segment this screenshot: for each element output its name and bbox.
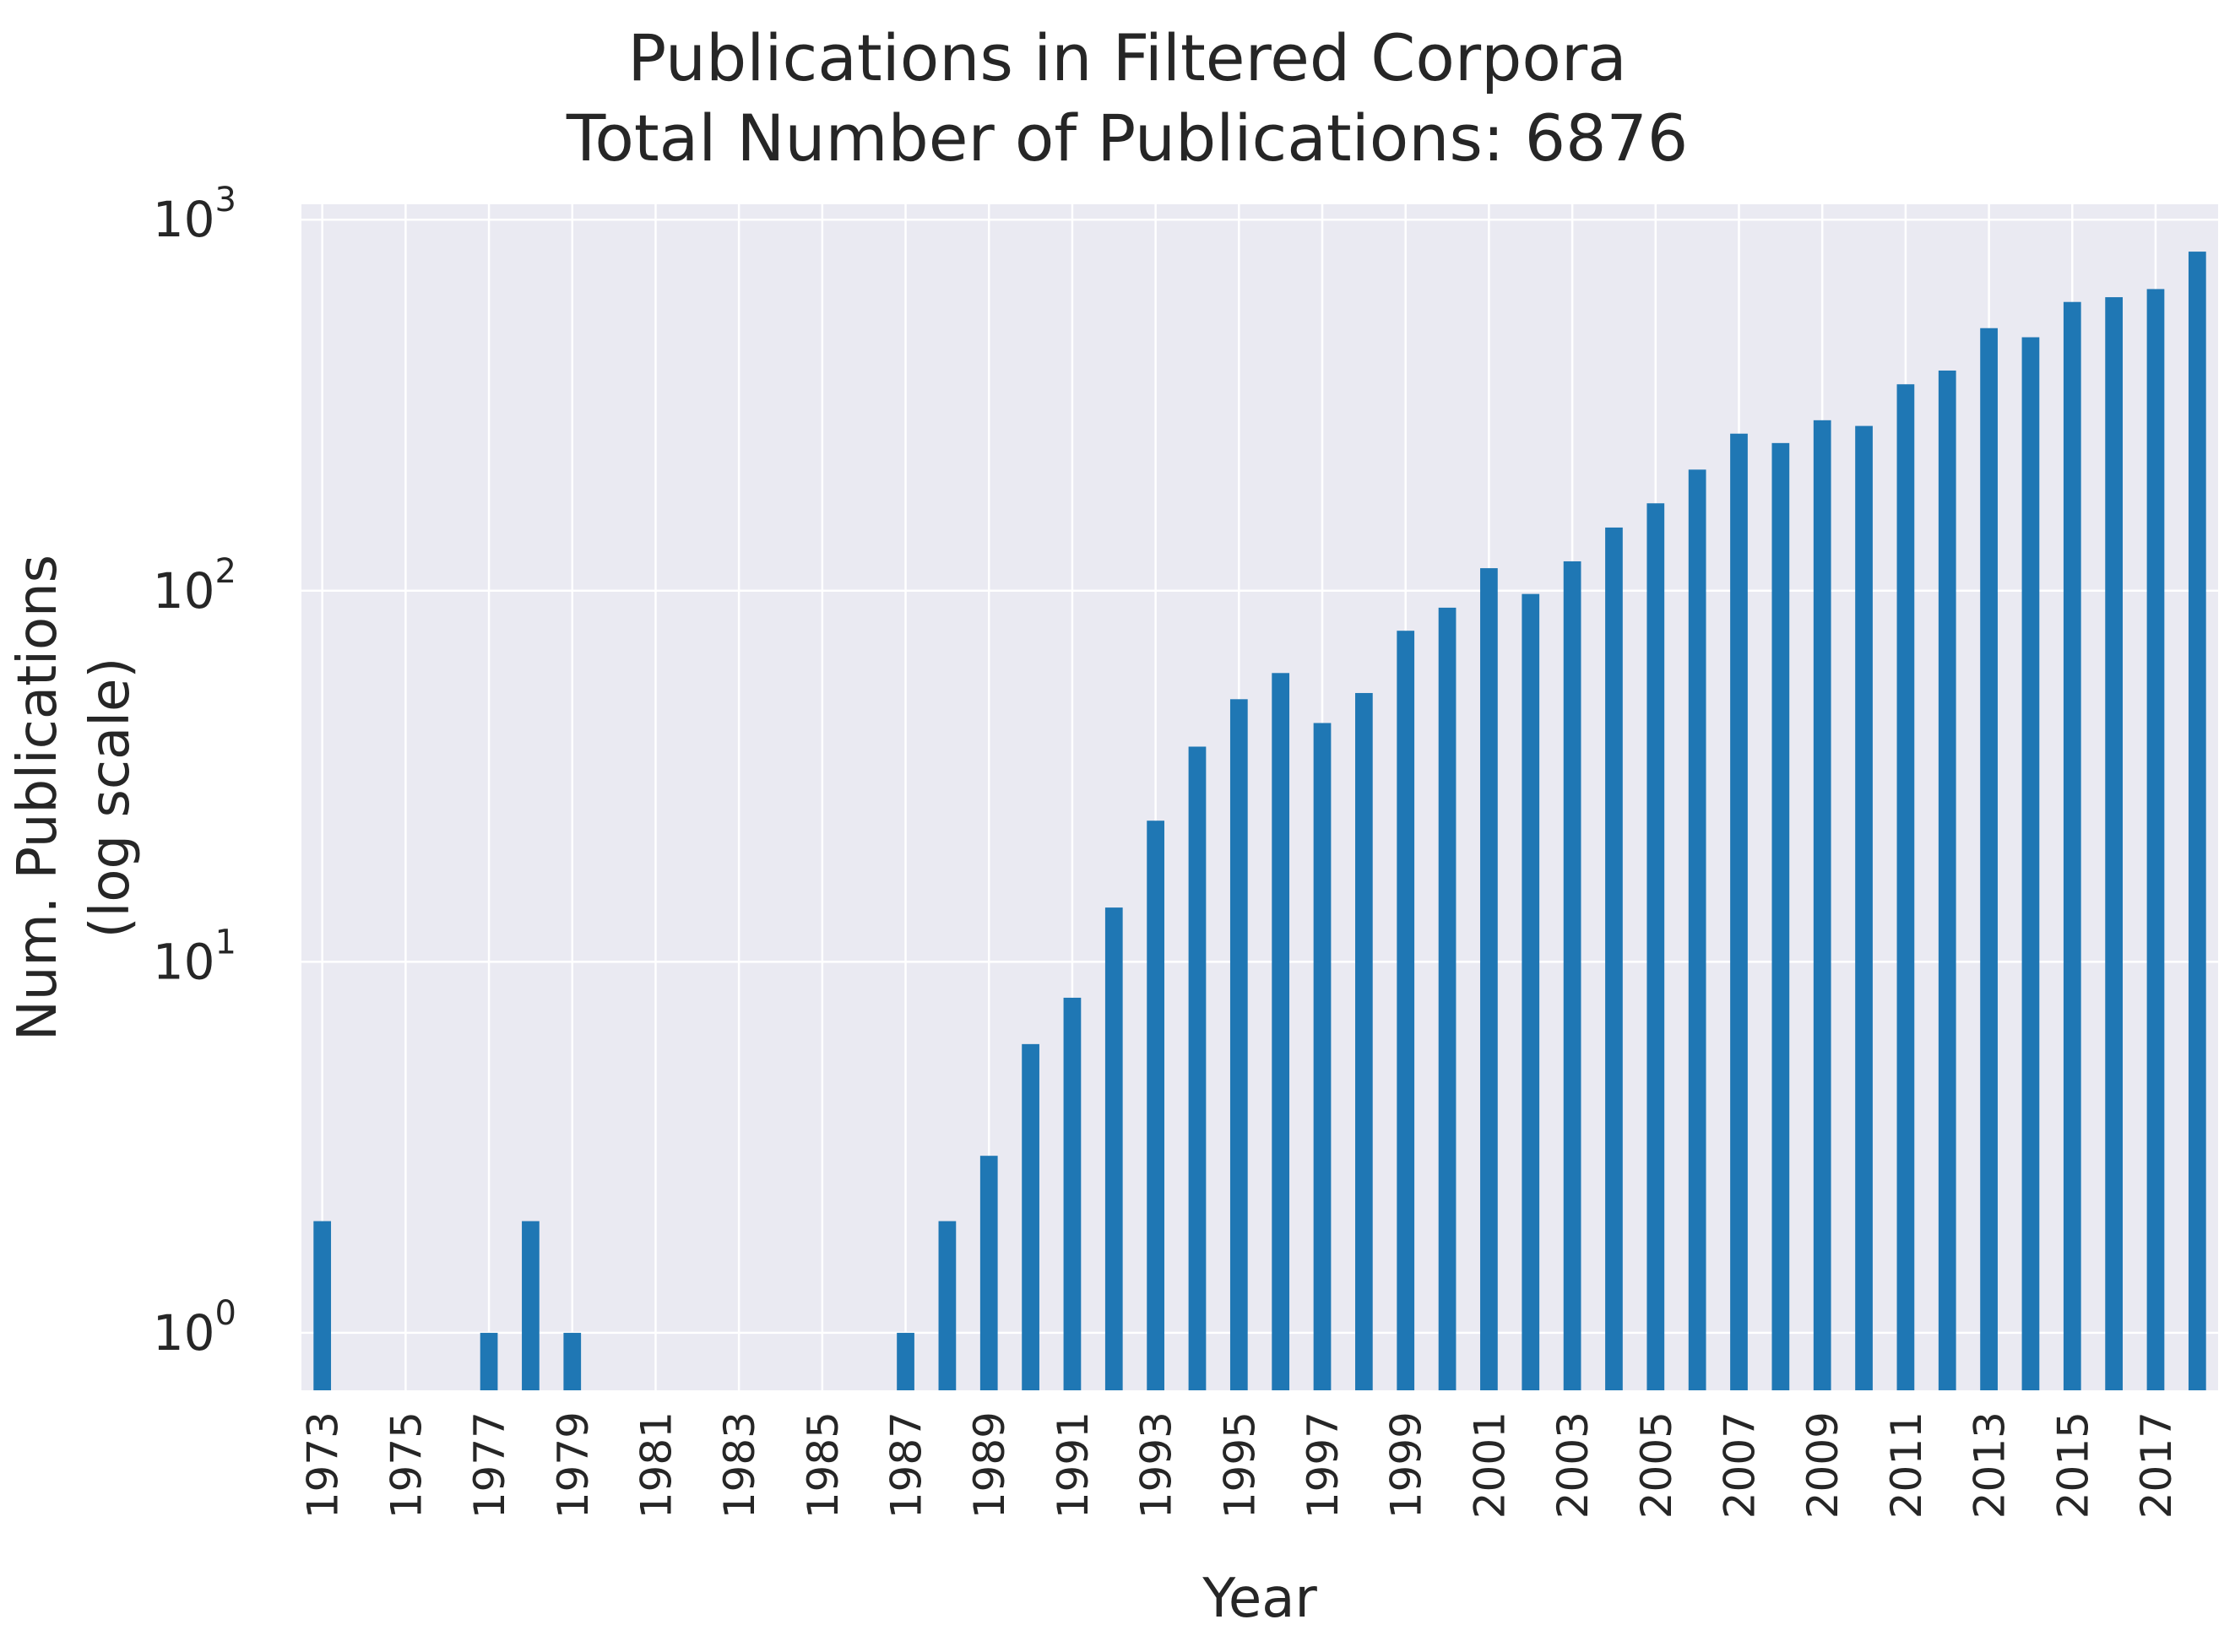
x-tick-label: 2011 [1882, 1411, 1931, 1519]
bar-2015 [2063, 301, 2081, 1391]
bar-2000 [1438, 607, 1457, 1390]
x-tick-label: 2003 [1549, 1411, 1598, 1519]
bar-2014 [2021, 337, 2040, 1390]
x-tick-label: 1975 [382, 1411, 431, 1519]
x-tick-label: 1991 [1049, 1411, 1098, 1519]
bar-2012 [1938, 370, 1956, 1391]
bar-2016 [2105, 297, 2123, 1390]
bar-2005 [1646, 503, 1665, 1391]
bar-1973 [313, 1221, 332, 1390]
x-tick-labels: 1973 1975 1977 1979 1981 1983 1985 1987 1989 1991… [299, 1411, 2181, 1519]
y-tick-base: 10 [153, 562, 215, 620]
x-tick-label: 2007 [1716, 1411, 1765, 1519]
bar-1994 [1188, 746, 1207, 1390]
bar-2001 [1480, 568, 1498, 1390]
y-tick-base: 10 [153, 191, 215, 248]
bar-1993 [1147, 821, 1164, 1390]
y-tick-label: 100 [153, 1294, 236, 1362]
bar-2002 [1522, 593, 1540, 1390]
y-tick-exponent: 0 [215, 1294, 236, 1333]
bar-1997 [1313, 723, 1332, 1390]
chart-title-line-1: Publications in Filtered Corpora [627, 20, 1626, 95]
y-tick-label: 103 [153, 181, 236, 248]
x-tick-label: 1977 [465, 1411, 514, 1519]
x-tick-label: 1989 [965, 1411, 1014, 1519]
y-tick-exponent: 3 [215, 181, 236, 219]
bar-1999 [1397, 631, 1415, 1390]
x-tick-label: 2017 [2132, 1411, 2181, 1519]
y-tick-exponent: 1 [215, 923, 236, 961]
bar-1977 [480, 1332, 498, 1390]
bar-1996 [1272, 673, 1290, 1390]
y-axis-label-line-1: Num. Publications [7, 555, 69, 1041]
bar-2008 [1771, 442, 1790, 1390]
x-tick-label: 1973 [299, 1411, 348, 1519]
bar-2009 [1813, 420, 1831, 1390]
y-tick-exponent: 2 [215, 552, 236, 591]
bar-2013 [1980, 328, 1998, 1390]
x-tick-label: 2001 [1465, 1411, 1514, 1519]
bar-1987 [897, 1332, 914, 1390]
y-axis-label-line-2: (log scale) [79, 658, 142, 939]
bar-1992 [1104, 907, 1123, 1390]
x-tick-label: 1985 [799, 1411, 848, 1519]
plot-area [301, 204, 2218, 1390]
y-tick-base: 10 [153, 933, 215, 990]
y-tick-label: 102 [153, 552, 236, 620]
bar-1978 [522, 1221, 540, 1390]
bar-2003 [1563, 561, 1581, 1390]
bar-1979 [563, 1332, 582, 1390]
bar-2011 [1896, 384, 1915, 1390]
bar-1998 [1355, 692, 1373, 1390]
bar-1995 [1229, 699, 1248, 1390]
y-tick-label: 101 [153, 923, 236, 990]
bar-2017 [2146, 289, 2165, 1391]
x-tick-label: 1981 [632, 1411, 681, 1519]
bar-1989 [979, 1156, 998, 1390]
chart-title-line-2: Total Number of Publications: 6876 [566, 100, 1688, 176]
x-tick-label: 1983 [715, 1411, 764, 1519]
bar-1991 [1063, 997, 1082, 1390]
x-tick-label: 1995 [1215, 1411, 1264, 1519]
x-tick-label: 2013 [1966, 1411, 2015, 1519]
bars [313, 252, 2206, 1391]
bar-2018 [2188, 252, 2206, 1390]
x-tick-label: 1993 [1132, 1411, 1181, 1519]
x-tick-label: 2015 [2048, 1411, 2097, 1519]
x-tick-label: 2009 [1798, 1411, 1847, 1519]
bar-2006 [1688, 469, 1706, 1390]
bar-1988 [938, 1221, 957, 1390]
y-tick-base: 10 [153, 1304, 215, 1362]
x-tick-label: 2005 [1632, 1411, 1681, 1519]
bar-2007 [1730, 433, 1748, 1390]
x-tick-label: 1999 [1382, 1411, 1431, 1519]
bar-2004 [1605, 527, 1623, 1390]
x-tick-label: 1987 [882, 1411, 931, 1519]
x-tick-label: 1997 [1299, 1411, 1348, 1519]
bar-1990 [1022, 1043, 1039, 1390]
x-axis-label: Year [1202, 1568, 1317, 1630]
bar-2010 [1855, 425, 1873, 1390]
x-tick-label: 1979 [549, 1411, 598, 1519]
